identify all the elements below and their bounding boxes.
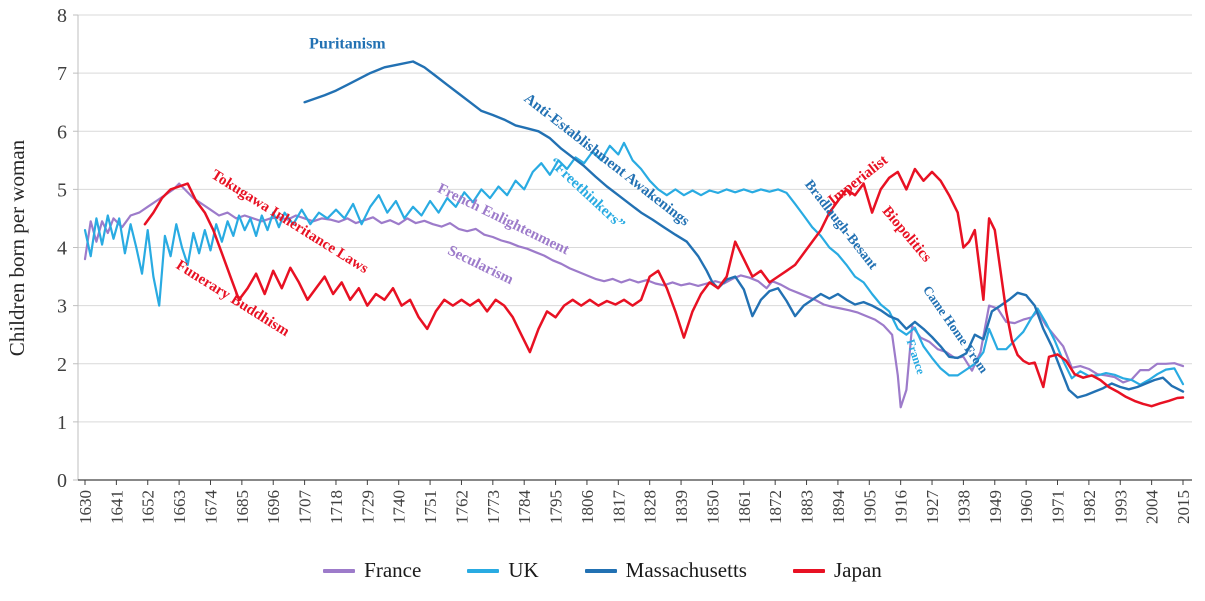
annotation-funerary-buddhism: Funerary Buddhism — [173, 257, 293, 340]
legend-swatch-uk — [467, 568, 500, 573]
x-tick-label: 1817 — [609, 490, 628, 525]
x-tick-label: 1795 — [547, 490, 566, 524]
x-tick-label: 1861 — [735, 490, 754, 524]
x-tick-label: 1641 — [107, 490, 126, 524]
x-tick-label: 1630 — [76, 490, 95, 524]
x-tick-label: 1729 — [358, 490, 377, 524]
x-tick-label: 1905 — [860, 490, 879, 524]
x-tick-label: 1971 — [1048, 490, 1067, 524]
annotation-imperialist: Imperialist — [825, 152, 891, 208]
legend-label: France — [364, 558, 422, 582]
annotation-biopolitics: Biopolitics — [879, 203, 935, 265]
x-tick-label: 1916 — [892, 490, 911, 524]
y-tick-label: 8 — [57, 5, 67, 27]
x-tick-label: 1707 — [296, 490, 315, 525]
x-tick-label: 1828 — [641, 490, 660, 524]
x-tick-label: 2015 — [1174, 490, 1193, 524]
legend-swatch-france — [323, 568, 356, 573]
y-tick-label: 1 — [57, 412, 67, 434]
legend-swatch-japan — [792, 568, 825, 573]
annotation-secularism: Secularism — [445, 243, 516, 289]
y-tick-label: 4 — [57, 238, 67, 260]
x-tick-label: 1960 — [1017, 490, 1036, 524]
x-tick-label: 1839 — [672, 490, 691, 524]
y-tick-label: 7 — [57, 63, 67, 85]
series-line-japan — [143, 167, 1185, 408]
x-tick-label: 1773 — [484, 490, 503, 524]
x-tick-label: 1938 — [954, 490, 973, 524]
x-tick-label: 1872 — [766, 490, 785, 524]
legend-label: Massachusetts — [625, 558, 747, 582]
x-tick-label: 1993 — [1111, 490, 1130, 524]
x-tick-label: 1718 — [327, 490, 346, 524]
x-tick-label: 1784 — [515, 490, 534, 525]
x-tick-label: 1740 — [390, 490, 409, 524]
legend-swatch-massachusetts — [584, 568, 617, 573]
x-tick-label: 1696 — [264, 490, 283, 524]
annotation-puritanism: Puritanism — [309, 36, 386, 53]
x-tick-label: 1652 — [139, 490, 158, 524]
y-tick-label: 3 — [57, 296, 67, 318]
series-line-france — [83, 182, 1185, 409]
legend-item-uk: UK — [467, 558, 539, 583]
annotation-tokugawa-inheritance-laws: Tokugawa Inheritance Laws — [208, 167, 371, 277]
legend-item-massachusetts: Massachusetts — [584, 558, 747, 583]
legend-label: Japan — [833, 558, 882, 582]
x-tick-label: 1883 — [797, 490, 816, 524]
legend-item-france: France — [323, 558, 421, 583]
series-line-massachusetts — [303, 60, 1185, 399]
y-tick-label: 2 — [57, 354, 67, 376]
x-tick-label: 1949 — [986, 490, 1005, 524]
x-tick-label: 1927 — [923, 490, 942, 525]
x-tick-label: 2004 — [1143, 490, 1162, 525]
series-line-uk — [83, 141, 1185, 386]
x-tick-label: 1762 — [452, 490, 471, 524]
legend: France UK Massachusetts Japan — [0, 558, 1205, 583]
x-tick-label: 1674 — [201, 490, 220, 525]
x-tick-label: 1894 — [829, 490, 848, 525]
y-axis-title: Children born per woman — [5, 139, 29, 356]
x-tick-label: 1850 — [703, 490, 722, 524]
x-tick-label: 1685 — [233, 490, 252, 524]
y-tick-label: 0 — [57, 470, 67, 492]
x-tick-label: 1663 — [170, 490, 189, 524]
legend-item-japan: Japan — [792, 558, 882, 583]
annotation-came-home-from: Came Home From — [920, 283, 991, 376]
x-tick-label: 1751 — [421, 490, 440, 524]
y-tick-label: 5 — [57, 179, 67, 201]
y-tick-label: 6 — [57, 121, 67, 143]
x-tick-label: 1806 — [578, 490, 597, 524]
legend-label: UK — [508, 558, 539, 582]
x-tick-label: 1982 — [1080, 490, 1099, 524]
